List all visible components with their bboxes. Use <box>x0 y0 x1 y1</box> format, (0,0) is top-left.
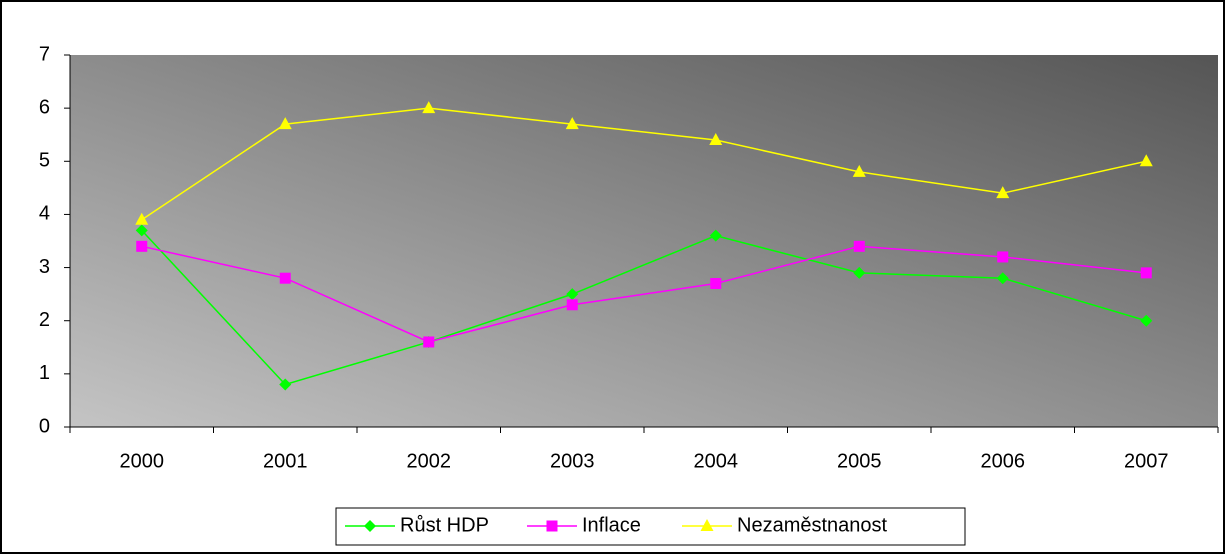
x-tick-label: 2001 <box>263 450 308 472</box>
legend-label: Nezaměstnanost <box>737 514 888 536</box>
y-tick-label: 0 <box>39 415 50 437</box>
x-tick-label: 2007 <box>1124 450 1169 472</box>
data-point <box>279 378 292 391</box>
legend-marker <box>700 519 714 531</box>
data-point <box>853 266 866 279</box>
data-point <box>709 133 723 146</box>
legend <box>335 507 966 546</box>
data-point <box>996 272 1009 285</box>
data-point <box>709 229 722 242</box>
data-point <box>852 164 866 177</box>
data-point <box>279 272 291 284</box>
y-tick-label: 1 <box>39 362 50 384</box>
data-point <box>710 278 722 290</box>
data-point <box>853 240 865 252</box>
series-line <box>141 107 1147 221</box>
data-point <box>565 117 579 130</box>
legend-marker <box>364 520 376 532</box>
data-point <box>135 224 148 237</box>
data-point <box>135 212 149 225</box>
legend-marker <box>546 520 558 532</box>
y-tick-label: 7 <box>39 43 50 65</box>
data-point <box>278 117 292 130</box>
legend-label: Růst HDP <box>400 514 489 536</box>
series-line <box>141 245 1147 343</box>
data-point <box>1140 267 1152 279</box>
y-tick-label: 6 <box>39 96 50 118</box>
y-tick-label: 3 <box>39 256 50 278</box>
x-tick-label: 2005 <box>837 450 882 472</box>
x-tick-label: 2002 <box>407 450 452 472</box>
x-tick-label: 2006 <box>981 450 1026 472</box>
data-point <box>136 240 148 252</box>
y-tick-label: 4 <box>39 203 50 225</box>
data-point <box>1139 154 1153 167</box>
y-tick-label: 5 <box>39 150 50 172</box>
legend-label: Inflace <box>582 514 641 536</box>
data-point <box>566 299 578 311</box>
plot-area <box>70 55 1218 427</box>
x-tick-label: 2004 <box>694 450 739 472</box>
data-point <box>996 186 1010 199</box>
data-point <box>422 101 436 114</box>
x-tick-label: 2003 <box>550 450 595 472</box>
data-point <box>566 288 579 301</box>
series-line <box>141 229 1147 386</box>
x-tick-label: 2000 <box>120 450 165 472</box>
data-point <box>423 336 435 348</box>
data-point <box>997 251 1009 263</box>
y-tick-label: 2 <box>39 309 50 331</box>
data-point <box>1140 314 1153 327</box>
